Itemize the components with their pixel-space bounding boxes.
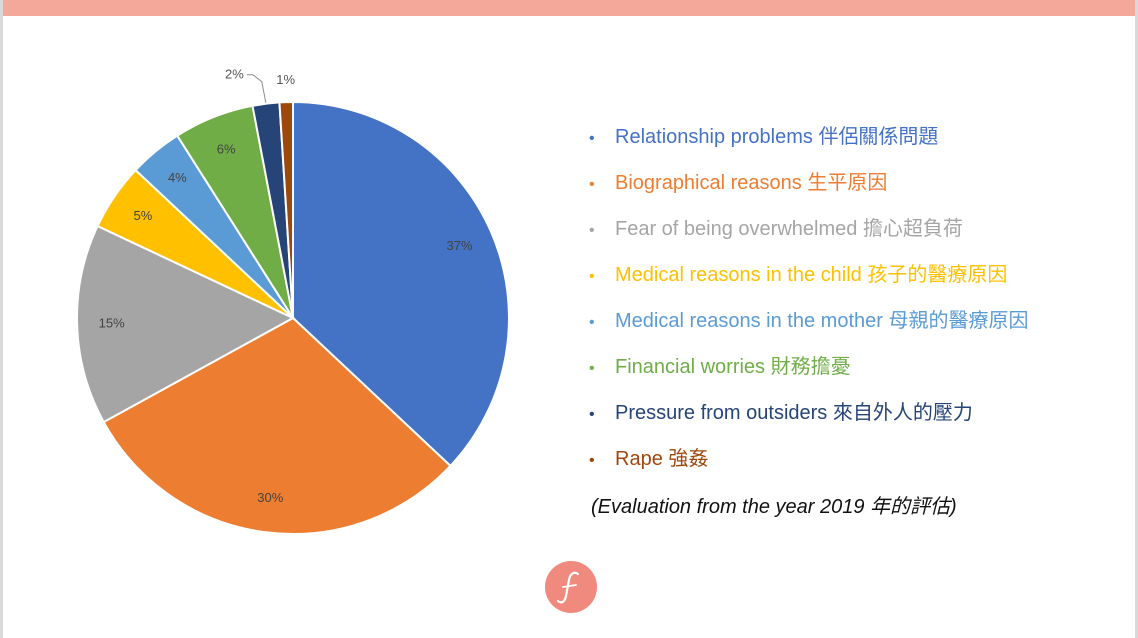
top-accent-bar: [3, 0, 1135, 16]
pie-slice-1: [292, 100, 510, 468]
legend-bullet-icon: •: [589, 360, 595, 377]
legend-bullet-icon: •: [589, 268, 595, 285]
legend-label: Medical reasons in the mother 母親的醫療原因: [615, 310, 1029, 332]
legend-label: Rape 強姦: [615, 448, 709, 470]
slice-label-8: 1%: [276, 72, 295, 87]
legend-label: Medical reasons in the child 孩子的醫療原因: [615, 264, 1008, 286]
legend-item-3: • Fear of being overwhelmed 擔心超負荷: [589, 212, 1028, 258]
legend-item-1: • Relationship problems 伴侶關係問題: [589, 120, 1028, 166]
legend-label: Relationship problems 伴侶關係問題: [615, 126, 939, 148]
legend-item-6: • Financial worries 財務擔憂: [589, 350, 1028, 396]
legend-bullet-icon: •: [589, 176, 595, 193]
legend-item-4: • Medical reasons in the child 孩子的醫療原因: [589, 258, 1028, 304]
chart-legend: • Relationship problems 伴侶關係問題 • Biographic…: [589, 120, 1028, 488]
legend-bullet-icon: •: [589, 222, 595, 239]
slice-label-1: 37%: [447, 238, 473, 253]
script-f-logo-icon: [545, 561, 597, 613]
legend-bullet-icon: •: [589, 314, 595, 331]
slice-label-6: 6%: [217, 141, 236, 156]
legend-item-8: • Rape 強姦: [589, 442, 1028, 488]
slice-label-2: 30%: [257, 490, 283, 505]
legend-item-2: • Biographical reasons 生平原因: [589, 166, 1028, 212]
legend-label: Financial worries 財務擔憂: [615, 356, 851, 378]
slice-label-4: 5%: [134, 208, 153, 223]
leader-line-7: [246, 74, 267, 103]
legend-bullet-icon: •: [589, 452, 595, 469]
slice-label-7: 2%: [225, 67, 244, 82]
legend-label: Pressure from outsiders 來自外人的壓力: [615, 402, 973, 424]
pie-chart: 37% 30% 15% 5% 4% 6% 2% 1%: [76, 67, 510, 535]
slice-label-5: 4%: [168, 170, 187, 185]
legend-item-7: • Pressure from outsiders 來自外人的壓力: [589, 396, 1028, 442]
legend-bullet-icon: •: [589, 406, 595, 423]
slide: 37% 30% 15% 5% 4% 6% 2% 1% • Relationship proble…: [3, 0, 1135, 638]
pie-slice-2: [102, 316, 452, 535]
pie-slice-3: [76, 224, 296, 424]
legend-bullet-icon: •: [589, 130, 595, 147]
slice-label-3: 15%: [99, 316, 125, 331]
legend-label: Biographical reasons 生平原因: [615, 172, 888, 194]
legend-label: Fear of being overwhelmed 擔心超負荷: [615, 218, 963, 240]
evaluation-note: (Evaluation from the year 2019 年的評估): [591, 496, 957, 518]
legend-item-5: • Medical reasons in the mother 母親的醫療原因: [589, 304, 1028, 350]
pie-slice-8: [278, 100, 294, 319]
